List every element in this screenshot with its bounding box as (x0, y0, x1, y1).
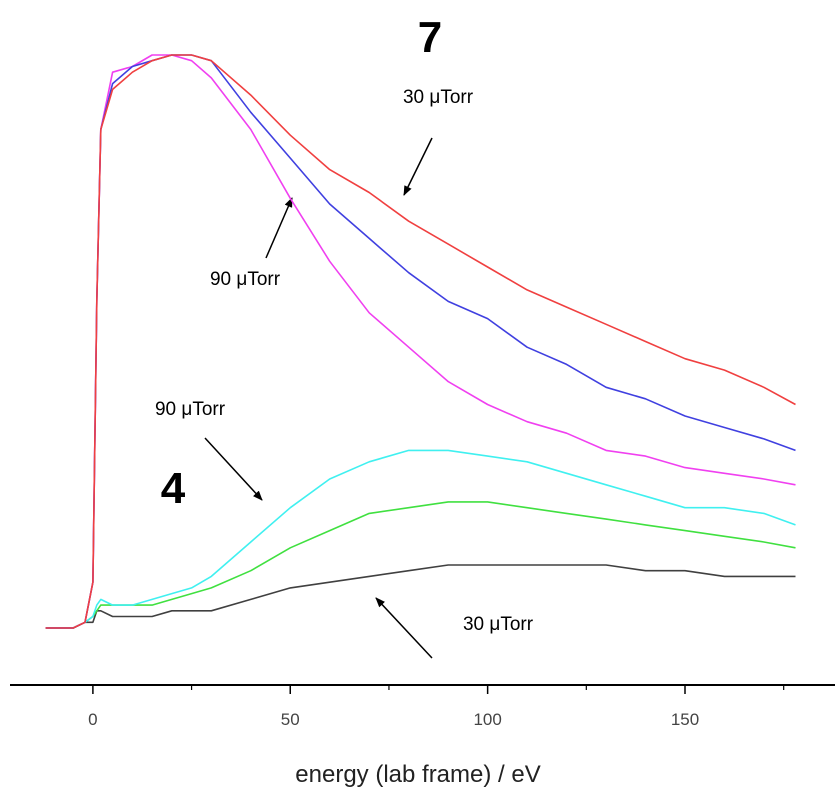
series-line (45, 54, 796, 629)
annotation: 30 μTorr (463, 614, 534, 635)
series-line (45, 564, 796, 629)
arrow (204, 437, 263, 501)
series-line (45, 54, 796, 629)
annotation: 7 (418, 13, 442, 62)
arrow (265, 197, 293, 259)
series-line (45, 501, 796, 629)
arrow (403, 137, 433, 196)
annotation: 4 (161, 464, 186, 513)
series-line (45, 449, 796, 629)
annotation: 90 μTorr (155, 399, 226, 420)
annotation: 90 μTorr (210, 269, 281, 290)
arrow (375, 597, 433, 659)
x-tick-label: 150 (671, 710, 699, 729)
x-axis-label: energy (lab frame) / eV (295, 761, 540, 788)
x-tick-label: 0 (88, 710, 97, 729)
annotation: 30 μTorr (403, 87, 474, 108)
x-tick-label: 100 (473, 710, 501, 729)
arrows (204, 137, 433, 659)
x-tick-label: 50 (281, 710, 300, 729)
annotations: 7 30 μTorr 90 μTorr 90 μTorr 4 30 μTorr (155, 13, 534, 635)
series-line (45, 54, 796, 629)
